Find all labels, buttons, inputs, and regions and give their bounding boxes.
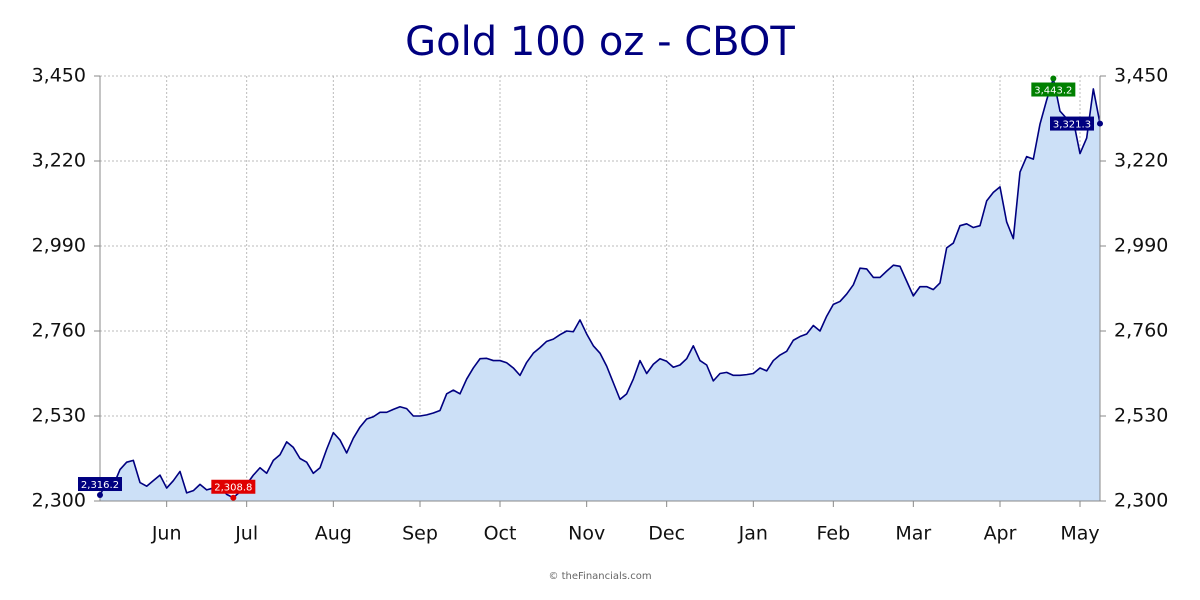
x-tick-label: Mar — [895, 523, 931, 545]
y-tick-label: 3,450 — [32, 65, 86, 87]
x-tick-label: Apr — [984, 523, 1017, 545]
chart-title: Gold 100 oz - CBOT — [405, 19, 795, 65]
y2-tick-label: 3,450 — [1114, 65, 1168, 87]
y-tick-label: 2,990 — [32, 235, 86, 257]
value-label: 3,321.3 — [1053, 120, 1091, 131]
label-box — [1031, 82, 1076, 97]
y2-tick-label: 3,220 — [1114, 150, 1168, 172]
point — [97, 492, 103, 499]
x-tick-label: Feb — [817, 523, 851, 545]
x-tick-label: Aug — [315, 523, 352, 545]
x-tick-label: May — [1060, 523, 1099, 545]
value-label: 2,316.2 — [81, 480, 119, 491]
x-tick-label: Nov — [568, 523, 605, 545]
y2-tick-label: 2,990 — [1114, 235, 1168, 257]
label-box — [1050, 116, 1094, 131]
point — [230, 494, 237, 501]
x-tick-label: Dec — [648, 523, 685, 545]
line — [99, 77, 1101, 499]
area — [100, 78, 1100, 501]
value-label: 2,308.8 — [214, 483, 252, 494]
value-label: 3,443.2 — [1034, 86, 1072, 97]
x-tick-label: Jul — [234, 523, 258, 545]
point — [1050, 75, 1057, 82]
y-tick-label: 2,300 — [32, 490, 86, 512]
label-box — [211, 479, 256, 494]
y2-tick-label: 2,530 — [1114, 405, 1168, 427]
y2-tick-label: 2,300 — [1114, 490, 1168, 512]
x-tick-label: Oct — [484, 523, 517, 545]
y-tick-label: 2,530 — [32, 405, 86, 427]
label-box — [78, 477, 122, 492]
y-tick-label: 3,220 — [32, 150, 86, 172]
x-tick-label: Jun — [151, 523, 182, 545]
source: © theFinancials.com — [548, 571, 651, 582]
y2-tick-label: 2,760 — [1114, 320, 1168, 342]
x-tick-label: Jan — [738, 523, 768, 545]
x-tick-label: Sep — [402, 523, 438, 545]
y-tick-label: 2,760 — [32, 320, 86, 342]
point — [1097, 120, 1103, 127]
